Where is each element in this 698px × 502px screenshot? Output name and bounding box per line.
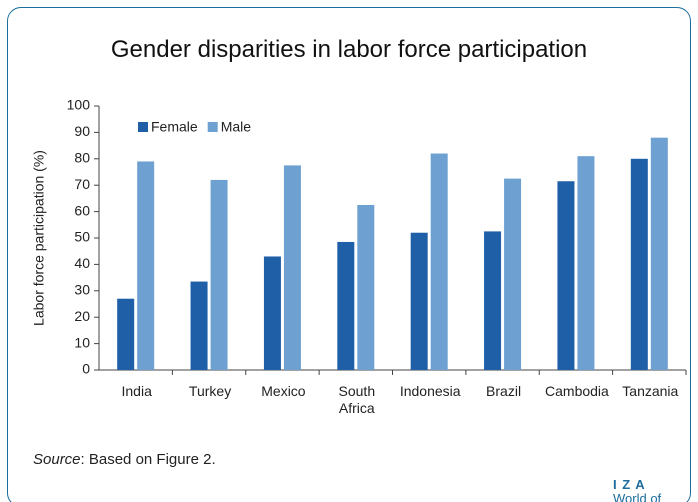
logo-mark: I Z A (613, 477, 646, 492)
x-tick-label: Tanzania (622, 383, 679, 399)
logo-text: World of Labor (613, 491, 662, 502)
bar (117, 298, 135, 370)
frame (7, 7, 691, 502)
bar (504, 178, 522, 370)
bar (650, 137, 668, 370)
bar (410, 232, 428, 370)
x-tick-label: Mexico (261, 383, 306, 399)
y-tick-label: 10 (74, 334, 90, 350)
chart-title: Gender disparities in labor force partic… (110, 36, 588, 63)
bar (557, 181, 575, 370)
y-tick-label: 40 (74, 255, 90, 271)
x-tick-label: India (121, 383, 152, 399)
y-tick-label: 80 (74, 150, 90, 166)
y-tick-label: 30 (74, 282, 90, 298)
y-tick-label: 60 (74, 202, 90, 218)
bar (283, 165, 301, 370)
bar (430, 153, 448, 370)
source-note: Source: Based on Figure 2. (33, 451, 216, 468)
bar (190, 281, 208, 370)
x-tick-label: Turkey (188, 383, 232, 399)
y-tick-label: 0 (82, 361, 90, 377)
x-tick-label: Cambodia (545, 383, 609, 399)
y-tick-label: 20 (74, 308, 90, 324)
bar (337, 241, 355, 370)
x-tick-label: South Africa (338, 383, 376, 416)
bar (484, 231, 502, 370)
x-tick-label: Brazil (486, 383, 522, 399)
legend-swatch (207, 122, 218, 132)
legend-swatch (138, 122, 148, 132)
bar (630, 158, 648, 370)
legend-label: Male (221, 119, 252, 135)
x-tick-label: Indonesia (399, 383, 461, 399)
legend-label: Female (151, 119, 198, 135)
bar (210, 179, 228, 370)
y-tick-label: 100 (67, 97, 91, 113)
y-tick-label: 70 (74, 176, 90, 192)
y-tick-label: 50 (74, 229, 90, 245)
y-axis-label: Labor force participation (%) (31, 150, 47, 326)
bar (137, 161, 155, 370)
bar (577, 156, 595, 370)
source-text: : Based on Figure 2. (80, 451, 216, 468)
bar (357, 205, 375, 370)
bar (263, 256, 281, 370)
y-tick-label: 90 (74, 123, 90, 139)
source-label: Source (33, 451, 81, 468)
